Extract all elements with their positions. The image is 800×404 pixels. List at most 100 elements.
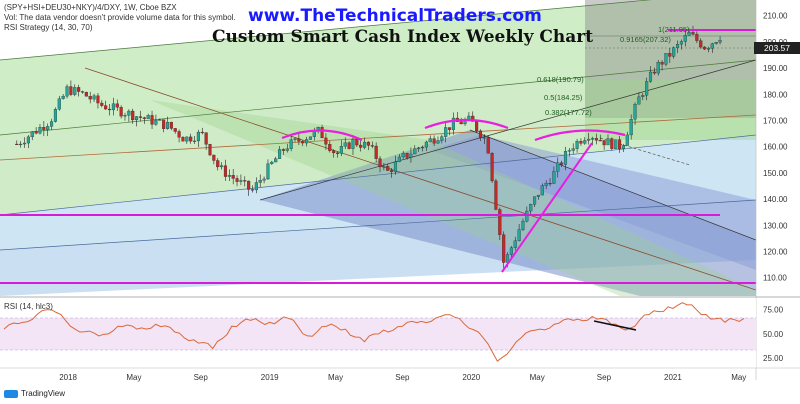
- rsi-divergence-line: [593, 320, 637, 331]
- candle-body: [351, 139, 355, 149]
- candle-body: [278, 149, 282, 159]
- candle-body: [614, 139, 618, 149]
- candle-body: [660, 62, 664, 65]
- candle-body: [231, 175, 235, 179]
- candle-body: [494, 180, 498, 210]
- candle-body: [533, 196, 537, 205]
- tradingview-brand[interactable]: TradingView: [4, 389, 65, 398]
- candle-body: [324, 137, 328, 145]
- candle-body: [69, 86, 73, 95]
- candle-body: [637, 96, 641, 105]
- candle-body: [270, 161, 274, 164]
- candle-body: [53, 109, 57, 122]
- strategy-line[interactable]: RSI Strategy (14, 30, 70): [4, 23, 93, 32]
- candle-body: [664, 53, 668, 65]
- candle-body: [575, 141, 579, 149]
- candle-body: [475, 121, 479, 132]
- candle-body: [590, 138, 595, 140]
- candle-body: [65, 86, 69, 97]
- candle-body: [587, 138, 591, 141]
- candle-body: [471, 115, 475, 122]
- candle-body: [96, 95, 100, 104]
- candle-body: [517, 229, 521, 241]
- rsi-tick-label: 75.00: [763, 306, 784, 315]
- candle-body: [579, 141, 583, 144]
- price-tick-label: 170.00: [763, 116, 788, 125]
- candle-body: [177, 131, 181, 138]
- time-axis-ticks: 2018 May Sep 2019 May Sep 2020 May Sep 2021 May: [59, 373, 746, 382]
- candle-body: [19, 143, 23, 145]
- candle-body: [567, 150, 571, 152]
- rally-line: [501, 142, 593, 273]
- candle-body: [594, 138, 598, 141]
- candle-body: [668, 53, 672, 57]
- candle-body: [208, 144, 212, 156]
- candle-body: [347, 142, 351, 149]
- candle-body: [138, 116, 142, 118]
- candle-body: [61, 95, 65, 99]
- price-tick-label: 130.00: [763, 221, 788, 230]
- candle-body: [440, 136, 444, 141]
- candle-body: [397, 156, 401, 162]
- candle-body: [104, 105, 108, 110]
- candle-body: [328, 144, 332, 151]
- falling-channel-2: [430, 135, 756, 270]
- candle-body: [212, 154, 216, 161]
- candle-body: [158, 119, 162, 121]
- candle-body: [127, 110, 131, 116]
- target-zone: [585, 0, 756, 118]
- candle-body: [162, 119, 166, 129]
- candle-body: [459, 121, 463, 125]
- chart-title: Custom Smart Cash Index Weekly Chart: [212, 27, 594, 47]
- falling-channel-1: [260, 130, 756, 296]
- symbol-line[interactable]: (SPY+HSI+DEU30+NKY)/4/DXY, 1W, Cboe BZX: [4, 3, 177, 12]
- candle-body: [46, 126, 50, 130]
- rsi-axis-ticks: 25.00 50.00 75.00: [763, 306, 784, 364]
- candle-body: [602, 140, 606, 146]
- price-tick-label: 120.00: [763, 247, 788, 256]
- candle-body: [200, 131, 204, 134]
- candle-body: [111, 103, 115, 111]
- candle-body: [428, 138, 432, 143]
- candle-body: [239, 180, 243, 182]
- candle-body: [556, 162, 560, 172]
- candle-body: [115, 103, 119, 108]
- candle-body: [679, 41, 683, 45]
- time-tick-label: 2020: [462, 373, 480, 382]
- candle-body: [652, 71, 656, 74]
- candle-body: [490, 152, 494, 182]
- candle-body: [405, 152, 409, 158]
- price-tick-label: 210.00: [763, 12, 788, 21]
- rsi-tick-label: 50.00: [763, 330, 784, 339]
- price-tick-label: 180.00: [763, 90, 788, 99]
- candle-body: [521, 221, 525, 230]
- rsi-tick-label: 25.00: [763, 354, 784, 363]
- candle-body: [50, 121, 54, 127]
- time-tick-label: Sep: [597, 373, 612, 382]
- candle-body: [173, 128, 177, 132]
- falling-channel-3: [150, 100, 756, 296]
- candle-body: [536, 194, 540, 197]
- tradingview-logo-icon: [4, 389, 18, 398]
- candle-body: [417, 147, 421, 149]
- candle-body: [706, 48, 711, 50]
- candle-body: [332, 150, 336, 154]
- candle-body: [502, 234, 506, 263]
- candle-body: [220, 165, 224, 168]
- candle-body: [610, 138, 614, 149]
- candle-body: [154, 120, 158, 125]
- candle-body: [370, 145, 374, 147]
- candle-body: [699, 40, 703, 48]
- candle-body: [386, 166, 390, 171]
- candle-body: [448, 127, 452, 130]
- time-tick-label: May: [328, 373, 343, 382]
- candle-body: [107, 108, 112, 111]
- rsi-label: RSI (14, hlc3): [4, 302, 53, 311]
- candle-body: [84, 92, 88, 97]
- candle-body: [718, 39, 722, 43]
- candle-body: [274, 158, 278, 163]
- channel-line: [0, 59, 756, 136]
- channel-line: [0, 134, 756, 216]
- candle-body: [444, 127, 448, 137]
- candle-body: [57, 98, 61, 110]
